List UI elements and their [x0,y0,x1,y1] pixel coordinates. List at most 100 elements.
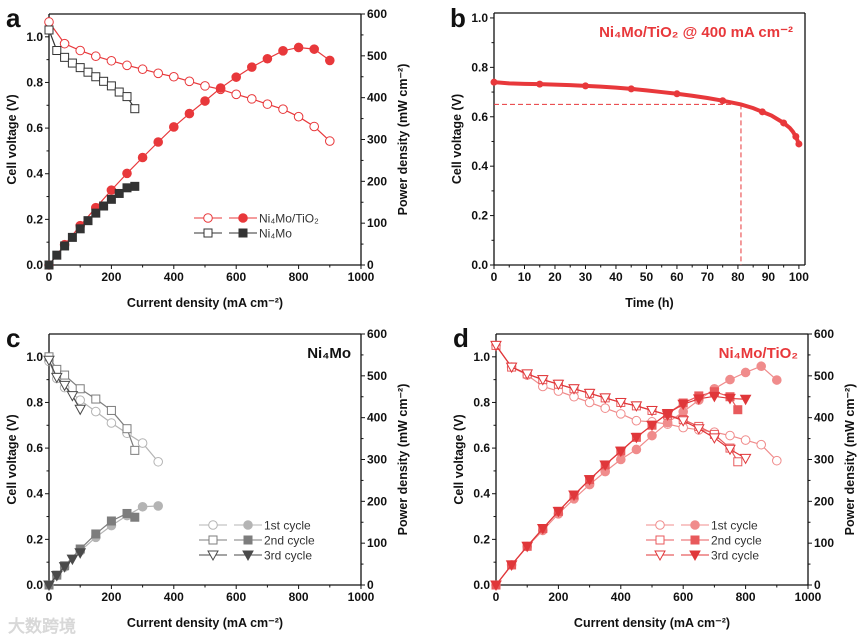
x-tick-label: 200 [548,590,568,604]
panel-d: d 0 200 400 600 800 1000 0.0 0.2 0.4 0.6 0.8 1.0 0 100… [452,323,857,630]
y2-tick-label: 500 [814,369,834,383]
power-point [200,96,210,106]
power-point [505,560,518,571]
voltage-point [66,391,79,402]
y-tick-label: 0.6 [471,110,488,124]
voltage-point [153,68,163,79]
legend-marker-filled [690,520,700,530]
power-point [67,232,77,242]
x-tick-label: 100 [789,270,809,284]
power-point [552,506,565,518]
y2-tick-label: 600 [367,327,387,341]
voltage-point [583,388,596,400]
series-2 [43,355,87,592]
power-point [568,490,580,502]
y2-tick-label: 200 [367,174,387,188]
y2-tick-label: 0 [814,578,821,592]
voltage-point [44,17,54,27]
y2-tick-label: 200 [814,494,834,508]
voltage-line [493,80,801,145]
data-point [795,140,803,148]
voltage-point [91,72,101,82]
power-point [114,188,124,198]
legend-marker-open [207,550,219,562]
voltage-point [75,63,85,73]
power-point [137,501,148,512]
power-point [83,216,93,226]
power-point [52,250,62,260]
y-tick-label: 1.0 [26,350,43,364]
y2-tick-label: 400 [814,411,834,425]
y2-tick-label: 200 [367,494,387,508]
voltage-point [568,384,580,395]
voltage-point [552,379,565,391]
x-tick-label: 60 [670,270,684,284]
y-tick-label: 0.8 [471,60,488,74]
legend-item: Ni₄Mo [194,227,292,241]
legend-marker-filled [243,535,253,545]
voltage-point [262,99,273,109]
y2-tick-label: 300 [367,453,387,467]
x-axis-label: Current density (mA cm⁻²) [574,616,730,630]
power-line [48,185,135,266]
voltage-point [631,415,642,426]
panel-label: b [450,3,466,33]
power-point [740,367,751,378]
legend-label: 3rd cycle [264,549,312,563]
voltage-point [75,395,85,405]
voltage-point [60,370,70,380]
power-point [153,501,163,511]
voltage-point [137,64,148,75]
data-point [536,80,544,88]
power-point [692,394,705,405]
x-tick-label: 1000 [348,590,375,604]
voltage-point [74,404,87,416]
x-tick-label: 1000 [795,590,822,604]
power-point [169,122,179,132]
voltage-point [91,51,101,62]
y-tick-label: 1.0 [473,350,490,364]
power-point [772,375,782,385]
power-point [630,432,643,444]
power-point [739,394,752,406]
panel-c: c 0 200 400 600 800 1000 0.0 0.2 0.4 0.6 0.8 1.0 0 100… [5,323,410,630]
y2-tick-label: 600 [367,7,387,21]
voltage-point [536,375,549,386]
voltage-point [106,418,117,428]
panel-annotation: Ni₄Mo/TiO₂ [719,345,798,362]
y2-tick-label: 100 [814,536,834,550]
power-point [262,53,273,64]
power-point [66,554,79,566]
voltage-point [490,340,502,352]
power-line [495,395,746,586]
power-point [599,460,612,471]
legend-marker-open [203,228,213,238]
y-tick-label: 0.8 [473,395,490,409]
power-point [91,529,101,539]
power-point [647,430,657,441]
power-point [756,361,767,372]
x-axis-label: Time (h) [625,296,673,310]
voltage-point [772,455,782,466]
voltage-point [52,46,62,56]
voltage-point [58,380,71,392]
y-tick-label: 0.4 [473,487,490,501]
voltage-point [122,424,132,434]
data-point [627,85,635,93]
voltage-point [44,25,54,35]
power-line [495,391,739,586]
y2-tick-label: 0 [367,258,374,272]
legend-label: 3rd cycle [711,549,759,563]
y2-tick-label: 500 [367,369,387,383]
legend-item: 3rd cycle [646,549,759,563]
power-point [309,44,320,54]
voltage-point [584,397,595,408]
voltage-point [599,393,612,404]
voltage-point [614,397,627,409]
power-point [137,152,148,163]
data-point [581,82,589,90]
series-2 [490,340,752,592]
voltage-point [733,457,743,467]
voltage-point [600,403,611,413]
legend-label: Ni₄Mo/TiO₂ [259,212,319,226]
